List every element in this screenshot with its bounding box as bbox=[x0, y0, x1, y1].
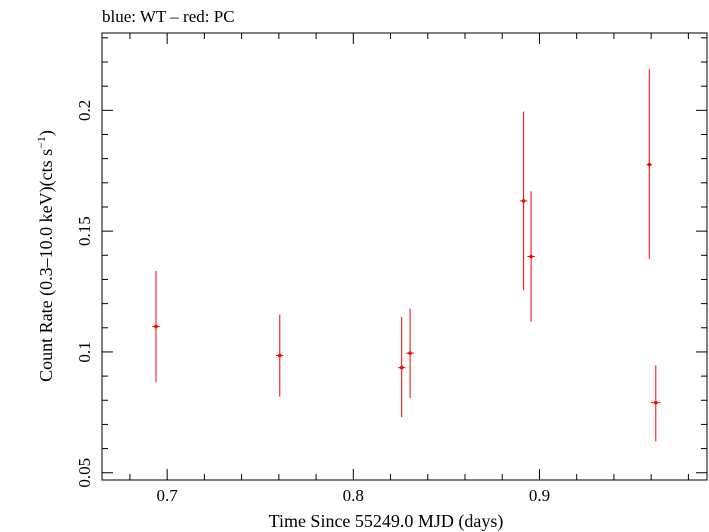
x-axis-label: Time Since 55249.0 MJD (days) bbox=[269, 511, 504, 532]
y-tick-label: 0.05 bbox=[75, 458, 94, 488]
x-tick-label: 0.7 bbox=[157, 486, 179, 505]
point-marker bbox=[277, 353, 282, 358]
y-tick-label: 0.15 bbox=[75, 216, 94, 246]
y-axis-label-main: Count Rate (0.3–10.0 keV)(cts s bbox=[36, 149, 57, 382]
data-point bbox=[519, 111, 528, 291]
point-marker bbox=[521, 199, 526, 203]
plot-frame bbox=[101, 32, 708, 481]
point-marker bbox=[399, 365, 404, 370]
y-axis-label: Count Rate (0.3–10.0 keV)(cts s−1) bbox=[34, 130, 57, 382]
x-tick-label: 0.9 bbox=[529, 486, 550, 505]
point-marker bbox=[154, 324, 158, 329]
x-axis-tick-labels: 0.7 0.8 0.9 bbox=[157, 486, 551, 505]
x-axis-ticks bbox=[129, 33, 689, 480]
y-tick-label: 0.2 bbox=[75, 100, 94, 121]
data-point bbox=[406, 308, 414, 398]
data-point bbox=[651, 365, 661, 442]
y-axis-label-exponent: −1 bbox=[34, 136, 48, 149]
y-axis-tick-labels: 0.05 0.1 0.15 0.2 bbox=[75, 100, 94, 488]
data-point bbox=[397, 316, 406, 418]
data-point bbox=[276, 314, 284, 397]
data-point bbox=[646, 69, 653, 259]
y-axis-ticks bbox=[102, 37, 707, 474]
point-marker bbox=[408, 351, 412, 355]
data-series bbox=[152, 69, 661, 442]
series-PC bbox=[152, 69, 661, 442]
data-point bbox=[527, 191, 535, 322]
x-tick-label: 0.8 bbox=[343, 486, 364, 505]
point-marker bbox=[647, 162, 652, 167]
y-tick-label: 0.1 bbox=[75, 341, 94, 362]
chart-title: blue: WT – red: PC bbox=[102, 7, 235, 26]
y-axis-label-close: ) bbox=[36, 130, 57, 136]
data-point bbox=[152, 270, 160, 383]
point-marker bbox=[529, 254, 533, 259]
point-marker bbox=[654, 400, 658, 405]
